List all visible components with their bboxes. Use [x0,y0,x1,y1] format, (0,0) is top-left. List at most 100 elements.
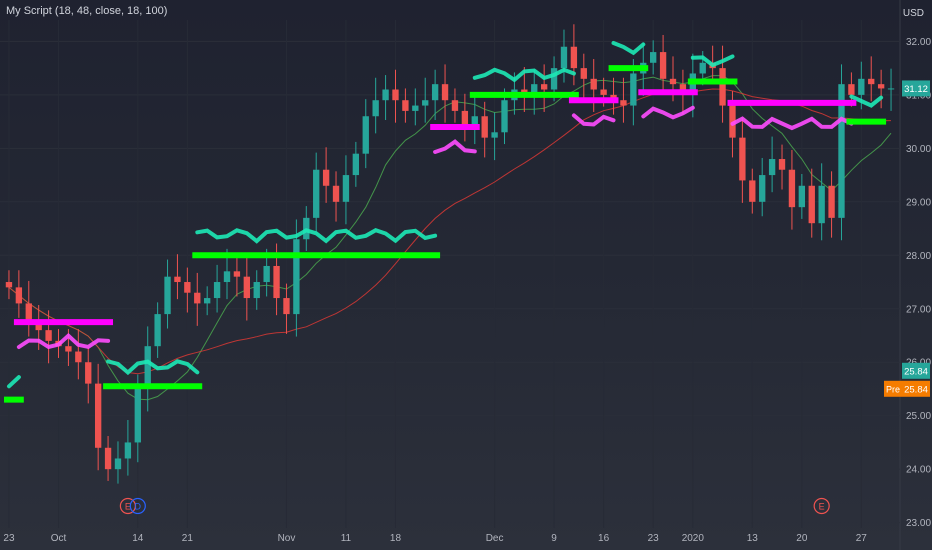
price-badge-box [902,80,930,97]
candle-body [570,46,578,69]
candle-body [818,185,825,224]
candle-body [213,282,221,299]
event-marker-circle [129,497,146,515]
candle-body [372,100,379,117]
candle-body [739,137,746,181]
y-tick-label: 24.00 [906,465,931,476]
x-tick-label: 9 [551,533,557,544]
time-scale[interactable]: 23 Oct 14 21 Nov 11 18 Dec 9 16 23 2020 13 20 27 [3,533,867,544]
candle-body [134,388,141,443]
candle-body [382,89,389,101]
x-tick-label: 11 [341,533,352,544]
candle-body [491,132,498,138]
candle-body [283,298,290,315]
y-tick-label: 23.00 [906,518,931,529]
price-badges: 31.12 25.84 Pre 25.84 [884,80,930,397]
x-tick-label: Oct [51,533,67,544]
candle-body [877,84,885,89]
candle-body [501,100,508,133]
candle-body [412,105,419,111]
price-badge-label: Pre [886,384,900,394]
grid-lines [0,0,901,550]
candle-body [15,287,23,304]
candle-body [808,185,815,224]
candle-body [313,169,320,218]
candle-body [838,84,845,218]
x-tick-label: 21 [182,533,194,544]
price-badge-box [902,362,930,379]
event-marker-circle [813,497,830,515]
price-badge-box [902,380,930,397]
candle-body [94,383,102,448]
candle-body [768,159,776,176]
x-tick-label: 23 [648,533,660,544]
magenta-indicator-band [730,116,854,131]
currency-label[interactable]: USD [902,8,924,19]
candle-body [174,276,181,283]
y-tick-label: 28.00 [906,251,931,262]
price-scale[interactable]: 23.0024.0025.0026.0027.0028.0029.0030.00… [906,37,931,529]
candle-body [204,298,211,304]
script-name: My Script [6,5,52,17]
event-marker-letter: E [819,502,825,512]
y-tick-label: 27.00 [906,304,931,315]
candle-body [243,276,250,299]
candle-body [471,116,478,127]
green-indicator-band [690,54,735,68]
candle-body [164,276,171,315]
green-indicator-band [7,375,21,389]
x-tick-label: 27 [856,533,868,544]
candle-body [114,458,122,470]
y-tick-label: 25.00 [906,411,931,422]
magenta-indicator-band [16,332,111,350]
script-params: (18, 48, close, 18, 100) [54,5,168,17]
event-marker-letter: E [125,502,131,512]
candle-body [630,73,637,106]
sma-fast-line [8,75,892,401]
x-tick-label: 16 [598,533,610,544]
candle-body [253,282,260,299]
candle-body [590,78,597,90]
candle-body [620,100,627,106]
candle-body [273,265,280,299]
candle-body [669,78,677,85]
candle-body [650,52,657,63]
y-tick-label: 29.00 [906,197,931,208]
candle-body [194,292,201,304]
green-indicator-band [472,67,576,83]
x-tick-label: 18 [390,533,402,544]
magenta-indicator-band [641,105,695,120]
candle-body [75,351,82,363]
candle-body [422,100,429,106]
candle-body [293,239,300,315]
candle-body [362,116,369,154]
candle-body [85,362,92,384]
candle-body [233,271,241,277]
y-tick-label: 30.00 [906,144,931,155]
candle-body [848,84,855,95]
candle-body [154,314,161,347]
candlesticks [5,24,895,484]
candle-body [431,84,439,101]
candle-body [759,175,766,202]
price-badge-value: 25.84 [904,384,928,395]
candle-body [699,62,706,74]
level-lines [4,65,887,403]
green-indicator-band [611,41,646,56]
candle-body [144,346,151,389]
magenta-indicator-band [433,139,477,154]
candle-body [798,185,806,208]
y-tick-label: 32.00 [906,37,931,48]
candle-body [887,88,895,90]
candle-body [45,330,52,341]
indicator-legend[interactable]: My Script (18, 48, close, 18, 100) [6,5,167,17]
candle-body [560,46,568,69]
x-tick-label: Dec [486,533,504,544]
sma-slow-line [8,88,892,375]
candle-body [332,185,340,202]
x-tick-label: 2020 [682,533,705,544]
candle-body [778,159,786,170]
candle-body [461,110,469,127]
